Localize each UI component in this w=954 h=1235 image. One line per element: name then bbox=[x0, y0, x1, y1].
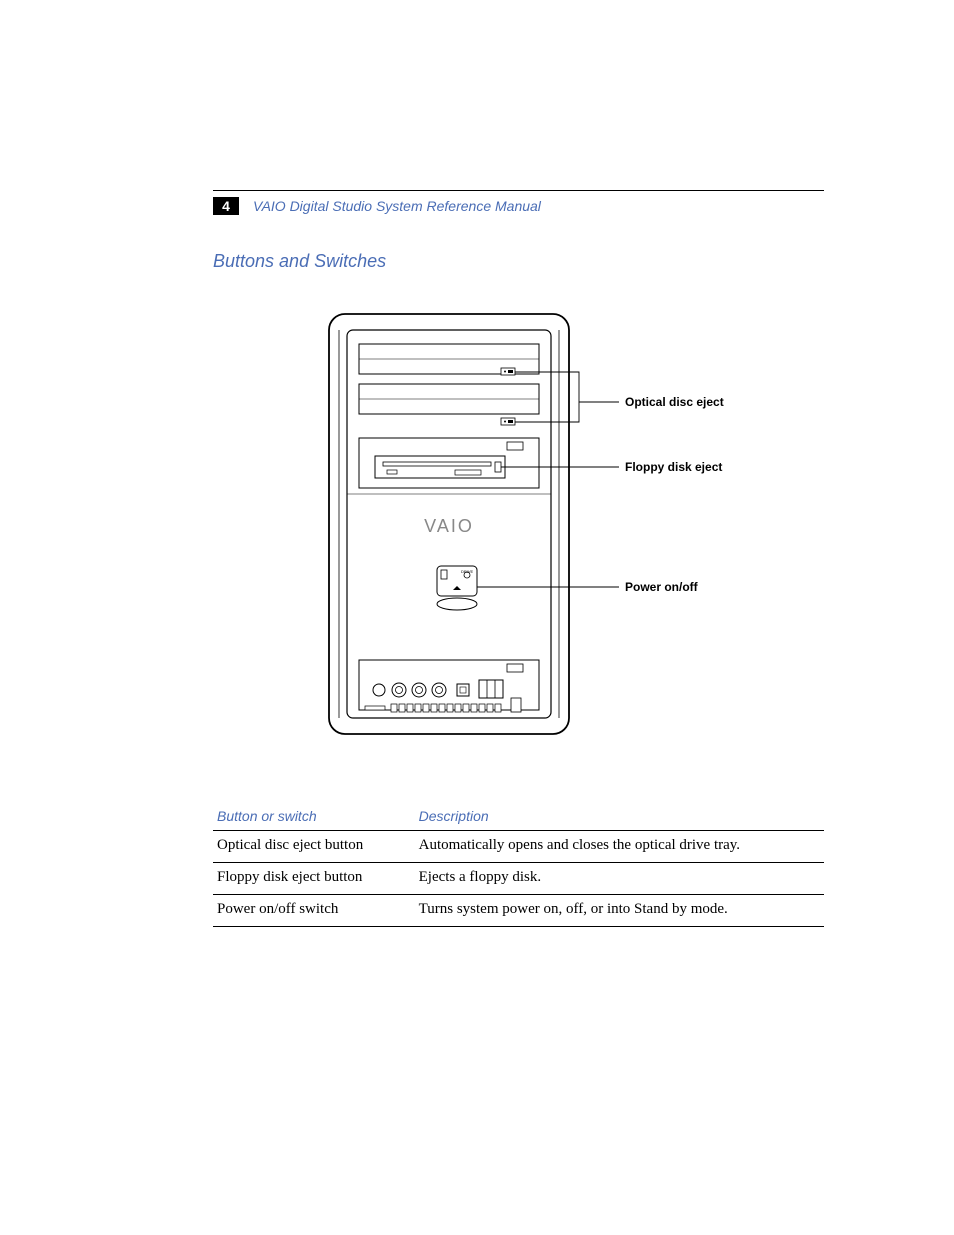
tower-diagram: VAIO DRIVE bbox=[213, 312, 824, 742]
cell-description: Turns system power on, off, or into Stan… bbox=[415, 895, 824, 927]
manual-title: VAIO Digital Studio System Reference Man… bbox=[253, 198, 541, 214]
page-header: 4 VAIO Digital Studio System Reference M… bbox=[213, 197, 824, 215]
page-container: 4 VAIO Digital Studio System Reference M… bbox=[0, 0, 954, 1007]
col-header-description: Description bbox=[415, 802, 824, 831]
callout-optical-label: Optical disc eject bbox=[625, 395, 724, 409]
callout-power-label: Power on/off bbox=[625, 580, 699, 594]
header-rule bbox=[213, 190, 824, 191]
page-number: 4 bbox=[222, 198, 230, 214]
section-title: Buttons and Switches bbox=[213, 251, 824, 272]
table-row: Optical disc eject button Automatically … bbox=[213, 831, 824, 863]
cell-description: Ejects a floppy disk. bbox=[415, 863, 824, 895]
cell-button-name: Floppy disk eject button bbox=[213, 863, 415, 895]
description-table-wrap: Button or switch Description Optical dis… bbox=[213, 802, 824, 927]
table-row: Power on/off switch Turns system power o… bbox=[213, 895, 824, 927]
cell-button-name: Optical disc eject button bbox=[213, 831, 415, 863]
svg-text:DRIVE: DRIVE bbox=[461, 569, 474, 574]
tower-svg: VAIO DRIVE bbox=[279, 312, 759, 742]
page-number-badge: 4 bbox=[213, 197, 239, 215]
vaio-logo-text: VAIO bbox=[424, 516, 474, 536]
description-table: Button or switch Description Optical dis… bbox=[213, 802, 824, 927]
cell-description: Automatically opens and closes the optic… bbox=[415, 831, 824, 863]
callout-floppy-label: Floppy disk eject bbox=[625, 460, 722, 474]
col-header-button: Button or switch bbox=[213, 802, 415, 831]
cell-button-name: Power on/off switch bbox=[213, 895, 415, 927]
table-row: Floppy disk eject button Ejects a floppy… bbox=[213, 863, 824, 895]
